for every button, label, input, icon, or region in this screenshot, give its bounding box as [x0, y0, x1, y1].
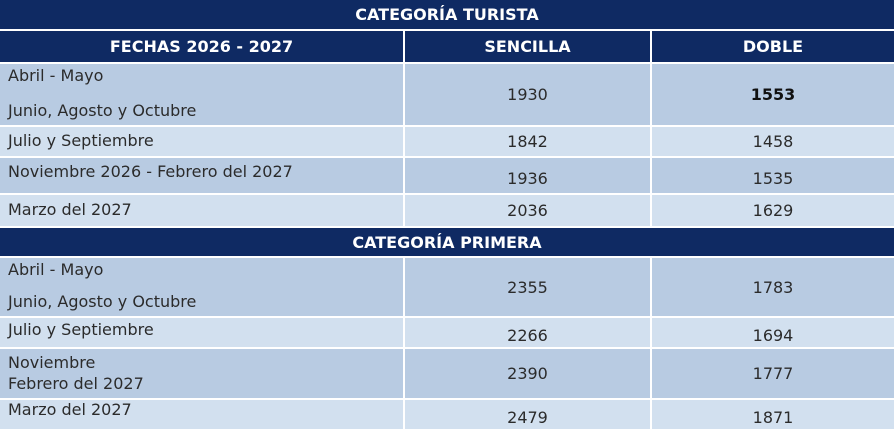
row-label-line: Julio y Septiembre — [8, 131, 154, 151]
row-label-line: Junio, Agosto y Octubre — [8, 292, 197, 312]
doble-value: 1871 — [652, 400, 894, 431]
table-row: Noviembre Febrero del 2027 2390 1777 — [0, 349, 894, 400]
row-label-line: Marzo del 2027 — [8, 400, 132, 419]
row-label: Julio y Septiembre — [0, 318, 405, 349]
header-sencilla: SENCILLA — [405, 31, 652, 64]
doble-value: 1783 — [652, 258, 894, 318]
table-row: Julio y Septiembre 2266 1694 — [0, 318, 894, 349]
row-label-line: Marzo del 2027 — [8, 200, 132, 220]
sencilla-value: 1930 — [405, 64, 652, 127]
sencilla-value: 2479 — [405, 400, 652, 431]
header-doble: DOBLE — [652, 31, 894, 64]
row-label: Abril - Mayo Junio, Agosto y Octubre — [0, 64, 405, 127]
table-row: Marzo del 2027 2036 1629 — [0, 195, 894, 228]
row-label: Julio y Septiembre — [0, 127, 405, 158]
sencilla-value: 2355 — [405, 258, 652, 318]
section-title-row: CATEGORÍA PRIMERA — [0, 228, 894, 258]
table-row: Abril - Mayo Junio, Agosto y Octubre 193… — [0, 64, 894, 127]
row-label: Noviembre Febrero del 2027 — [0, 349, 405, 400]
table-row: Noviembre 2026 - Febrero del 2027 1936 1… — [0, 158, 894, 195]
row-label-line: Noviembre — [8, 352, 96, 372]
row-label-line: Julio y Septiembre — [8, 320, 154, 339]
doble-value: 1553 — [652, 64, 894, 127]
doble-value: 1535 — [652, 158, 894, 195]
sencilla-value: 1936 — [405, 158, 652, 195]
row-label: Abril - Mayo Junio, Agosto y Octubre — [0, 258, 405, 318]
table-row: Abril - Mayo Junio, Agosto y Octubre 235… — [0, 258, 894, 318]
column-header-row: FECHAS 2026 - 2027 SENCILLA DOBLE — [0, 31, 894, 64]
section-title-primera: CATEGORÍA PRIMERA — [0, 228, 894, 258]
row-label-line: Abril - Mayo — [8, 66, 104, 85]
sencilla-value: 2036 — [405, 195, 652, 228]
sencilla-value: 2390 — [405, 349, 652, 400]
row-label: Noviembre 2026 - Febrero del 2027 — [0, 158, 405, 195]
row-label: Marzo del 2027 — [0, 195, 405, 228]
doble-value: 1694 — [652, 318, 894, 349]
table-row: Marzo del 2027 2479 1871 — [0, 400, 894, 431]
row-label-line: Abril - Mayo — [8, 260, 104, 279]
doble-value: 1458 — [652, 127, 894, 158]
row-label-line: Febrero del 2027 — [8, 373, 144, 393]
table-row: Julio y Septiembre 1842 1458 — [0, 127, 894, 158]
sencilla-value: 1842 — [405, 127, 652, 158]
sencilla-value: 2266 — [405, 318, 652, 349]
header-fechas: FECHAS 2026 - 2027 — [0, 31, 405, 64]
row-label-line: Junio, Agosto y Octubre — [8, 101, 197, 121]
section-title-turista: CATEGORÍA TURISTA — [0, 0, 894, 31]
section-title-row: CATEGORÍA TURISTA — [0, 0, 894, 31]
doble-value: 1777 — [652, 349, 894, 400]
row-label: Marzo del 2027 — [0, 400, 405, 431]
doble-value: 1629 — [652, 195, 894, 228]
row-label-line: Noviembre 2026 - Febrero del 2027 — [8, 162, 293, 181]
